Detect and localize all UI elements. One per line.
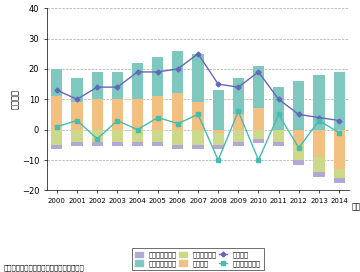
Bar xyxy=(172,93,183,130)
Bar xyxy=(72,142,82,146)
Bar xyxy=(152,130,163,142)
Bar xyxy=(293,160,304,165)
Bar xyxy=(334,178,345,183)
Bar xyxy=(51,69,62,96)
Bar xyxy=(334,169,345,178)
Bar xyxy=(253,108,264,130)
Bar xyxy=(293,145,304,160)
Bar xyxy=(152,57,163,96)
Bar xyxy=(72,130,82,142)
Text: 資料：財務省「国際収支状況」から作成。: 資料：財務省「国際収支状況」から作成。 xyxy=(4,264,84,271)
Bar xyxy=(72,78,82,102)
Bar xyxy=(233,115,244,130)
Bar xyxy=(152,142,163,146)
Y-axis label: （兆円）: （兆円） xyxy=(11,89,20,109)
Bar xyxy=(314,172,324,177)
Legend: 第二次所得収支, 第一次所得収支, サービス収支, 貳易収支, 経常収支, 経常収支前年差: 第二次所得収支, 第一次所得収支, サービス収支, 貳易収支, 経常収支, 経常… xyxy=(132,248,264,270)
Bar xyxy=(72,102,82,130)
Bar xyxy=(233,78,244,115)
Bar xyxy=(273,87,284,130)
Bar xyxy=(132,99,143,130)
Bar xyxy=(233,130,244,142)
Bar xyxy=(334,130,345,169)
Bar xyxy=(314,130,324,157)
Bar xyxy=(293,81,304,130)
Bar xyxy=(253,130,264,139)
Bar xyxy=(213,145,224,149)
Bar xyxy=(273,142,284,146)
Bar xyxy=(152,96,163,130)
Bar xyxy=(193,145,203,149)
Bar xyxy=(314,75,324,130)
Bar xyxy=(233,142,244,146)
Bar xyxy=(132,142,143,146)
Bar xyxy=(213,130,224,133)
Bar xyxy=(51,130,62,145)
Bar xyxy=(92,130,103,142)
Bar xyxy=(112,130,123,142)
Bar xyxy=(112,72,123,99)
Bar xyxy=(253,66,264,108)
Bar xyxy=(172,51,183,93)
Bar xyxy=(112,99,123,130)
Bar xyxy=(334,72,345,130)
Bar xyxy=(253,139,264,143)
Text: （年）: （年） xyxy=(351,203,360,212)
Bar xyxy=(213,133,224,145)
Bar xyxy=(193,54,203,102)
Bar xyxy=(92,99,103,130)
Bar xyxy=(51,145,62,149)
Bar xyxy=(193,130,203,145)
Bar xyxy=(92,142,103,146)
Bar xyxy=(172,130,183,145)
Bar xyxy=(273,130,284,142)
Bar xyxy=(51,96,62,130)
Bar xyxy=(132,130,143,142)
Bar xyxy=(112,142,123,146)
Bar xyxy=(193,102,203,130)
Bar xyxy=(293,130,304,145)
Bar xyxy=(92,72,103,99)
Bar xyxy=(213,90,224,130)
Bar xyxy=(172,145,183,149)
Bar xyxy=(132,63,143,99)
Bar xyxy=(314,157,324,172)
